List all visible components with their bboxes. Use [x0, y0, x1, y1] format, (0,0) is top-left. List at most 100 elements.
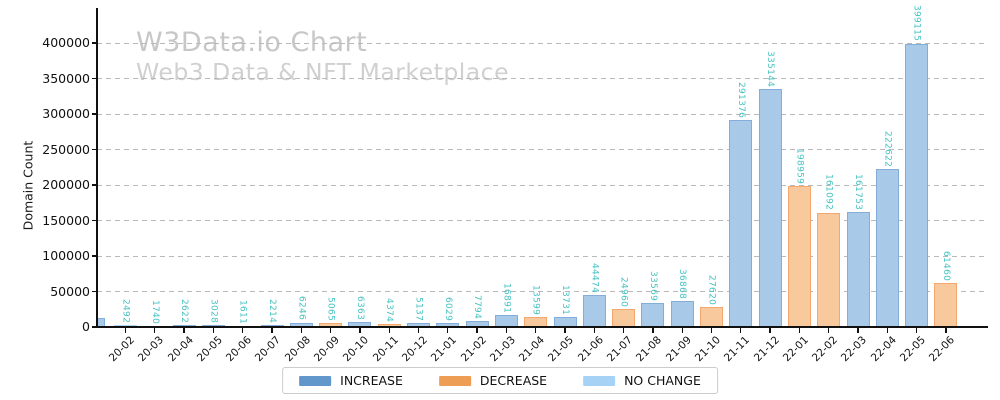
bar-22-06 — [934, 283, 958, 327]
bar-value-label-21-01: 6029 — [442, 296, 453, 321]
x-tick-label-20-12: 20-12 — [399, 334, 430, 365]
gridline — [97, 291, 988, 292]
bar-20-09 — [319, 323, 343, 327]
x-tick-label-22-05: 22-05 — [898, 334, 929, 365]
gridline — [97, 42, 988, 44]
x-tick-label-20-10: 20-10 — [341, 334, 372, 365]
y-tick-label: 400000 — [42, 35, 90, 50]
bar-21-05 — [553, 317, 577, 327]
x-tick-label-22-02: 22-02 — [810, 334, 841, 365]
bar-20-08 — [289, 322, 313, 327]
y-tick-mark — [92, 255, 97, 257]
bar-value-label-20-05: 3028 — [208, 298, 219, 323]
x-tick-mark — [212, 328, 215, 333]
x-tick-mark — [329, 328, 332, 333]
x-tick-mark — [740, 328, 742, 333]
x-tick-mark — [124, 328, 127, 333]
x-tick-mark — [945, 328, 947, 333]
x-tick-mark — [798, 328, 801, 333]
bar-21-04 — [524, 317, 548, 327]
bar-value-label-21-04: 13599 — [530, 285, 541, 316]
y-tick-label: 150000 — [42, 212, 90, 228]
y-tick-mark — [92, 77, 97, 80]
x-tick-label-20-11: 20-11 — [370, 334, 401, 365]
x-tick-mark — [828, 328, 830, 333]
x-tick-mark — [271, 328, 273, 333]
x-tick-label-20-07: 20-07 — [253, 334, 284, 365]
x-tick-mark — [710, 328, 713, 333]
bar-value-label-21-10: 27620 — [706, 275, 717, 306]
bar-value-label-21-03: 16891 — [501, 282, 512, 314]
gridline — [97, 149, 988, 150]
x-tick-mark — [915, 328, 918, 333]
legend-swatch-increase — [299, 375, 332, 386]
bar-value-label-20-08: 6246 — [296, 296, 307, 321]
legend: INCREASE DECREASE NO CHANGE — [282, 367, 718, 394]
bar-20-10 — [348, 322, 372, 327]
legend-label-decrease: DECREASE — [479, 373, 548, 388]
x-tick-label-22-04: 22-04 — [868, 334, 899, 365]
bar-value-label-20-09: 5065 — [325, 297, 336, 322]
x-tick-label-20-05: 20-05 — [194, 334, 225, 365]
bar-21-09 — [670, 300, 694, 327]
y-tick-mark — [92, 219, 97, 222]
bar-value-label-21-07: 24960 — [618, 277, 629, 308]
bar-value-label-21-11: 291376 — [735, 81, 746, 119]
bar-22-05 — [905, 43, 929, 327]
y-tick-mark — [92, 42, 97, 44]
bar-value-label-20-10: 6363 — [354, 296, 365, 321]
x-tick-label-20-09: 20-09 — [312, 334, 343, 365]
bar-value-label-20-07: 2214 — [267, 299, 277, 324]
y-tick-label: 200000 — [42, 177, 90, 192]
bar-21-08 — [641, 303, 665, 327]
y-axis-line — [96, 8, 98, 328]
y-tick-label: 0 — [82, 319, 90, 334]
bar-value-label-20-02: 2492 — [120, 299, 131, 324]
x-tick-label-21-04: 21-04 — [517, 334, 548, 365]
gridline — [97, 220, 988, 221]
bar-21-06 — [582, 295, 606, 327]
bar-value-label-20-06: 1611 — [237, 299, 248, 324]
gridline — [97, 78, 988, 79]
x-tick-label-21-01: 21-01 — [429, 334, 460, 365]
legend-item-decrease: DECREASE — [438, 373, 548, 388]
bar-21-03 — [494, 315, 518, 327]
y-tick-label: 50000 — [50, 283, 90, 299]
x-tick-mark — [300, 328, 302, 333]
x-tick-mark — [447, 328, 449, 333]
bar-value-label-21-02: 7794 — [472, 295, 483, 320]
bar-21-11 — [729, 120, 753, 327]
x-tick-label-21-10: 21-10 — [692, 334, 723, 365]
x-tick-mark — [769, 328, 771, 333]
x-tick-mark — [593, 328, 595, 333]
y-tick-mark — [92, 326, 97, 328]
bar-value-label-22-02: 161092 — [823, 174, 834, 211]
x-tick-mark — [857, 328, 859, 333]
y-tick-label: 100000 — [42, 248, 90, 263]
chart-subtitle: Web3 Data & NFT Marketplace — [136, 57, 510, 86]
x-tick-mark — [242, 328, 244, 333]
x-axis-line — [96, 326, 988, 329]
x-tick-mark — [359, 328, 361, 333]
y-tick-mark — [92, 184, 97, 186]
x-tick-label-22-06: 22-06 — [927, 334, 958, 365]
legend-swatch-decrease — [438, 375, 471, 386]
x-tick-label-21-09: 21-09 — [663, 334, 694, 365]
y-tick-label: 350000 — [42, 70, 90, 86]
bar-value-label-22-06: 61460 — [940, 251, 951, 282]
bar-value-label-20-04: 2622 — [179, 299, 190, 324]
x-tick-mark — [535, 328, 537, 333]
gridline — [97, 255, 988, 257]
x-tick-label-21-08: 21-08 — [634, 334, 665, 365]
bar-22-02 — [817, 212, 841, 327]
x-tick-label-20-06: 20-06 — [224, 334, 255, 365]
bar-22-03 — [846, 212, 870, 327]
x-tick-mark — [388, 328, 390, 333]
x-tick-label-22-03: 22-03 — [839, 334, 870, 365]
x-tick-label-21-05: 21-05 — [546, 334, 577, 365]
bar-21-01 — [436, 322, 460, 327]
bar-value-label-21-12: 335144 — [765, 50, 776, 88]
x-tick-mark — [505, 328, 508, 333]
bar-value-label-21-05: 13731 — [560, 285, 570, 316]
